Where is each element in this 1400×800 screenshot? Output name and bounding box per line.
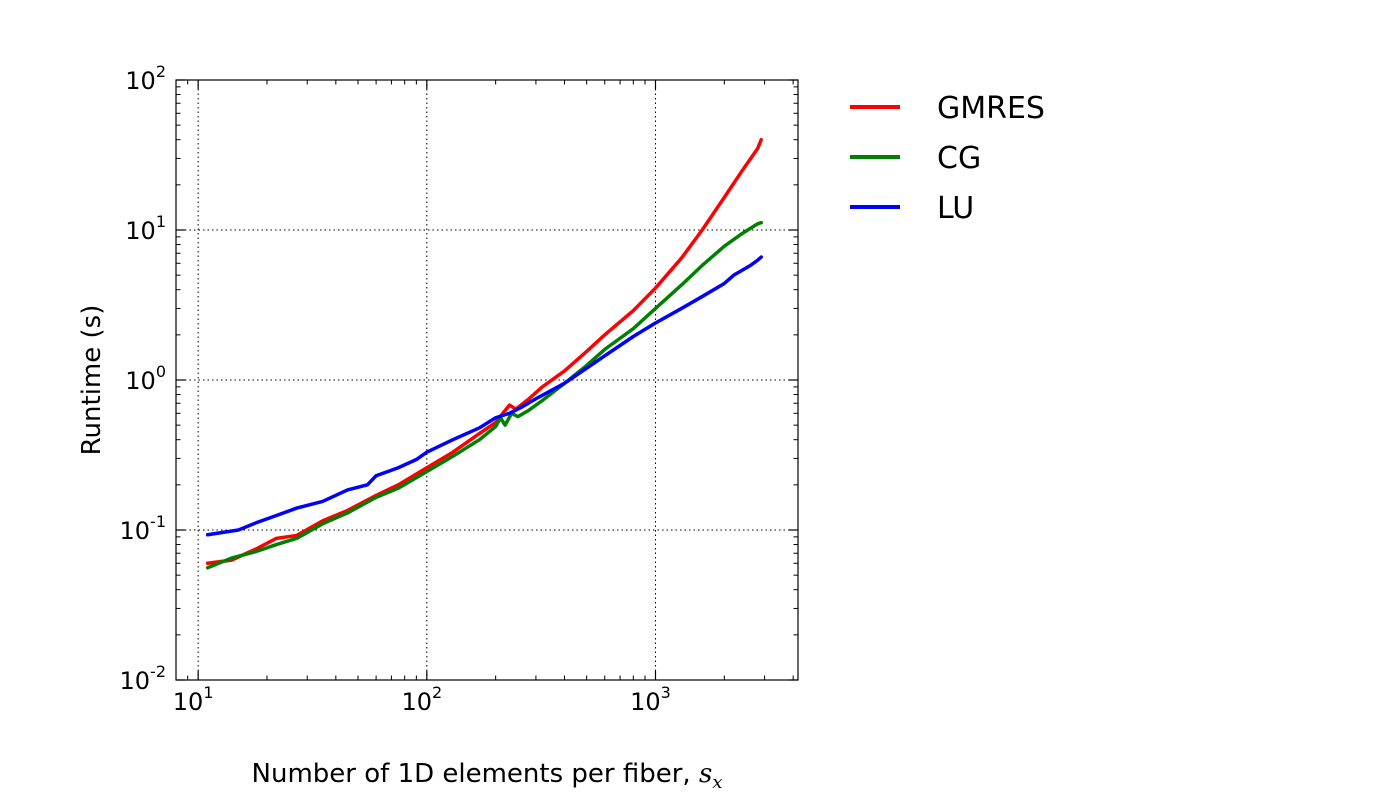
series-line-cg bbox=[205, 220, 763, 570]
grid-layer bbox=[176, 79, 798, 681]
x-tick-label-base: 10 bbox=[173, 688, 204, 716]
y-tick-label-exponent: -1 bbox=[150, 512, 166, 531]
legend: GMRES CG LU bbox=[850, 91, 1045, 226]
legend-label-lu: LU bbox=[937, 191, 974, 226]
series-layer bbox=[205, 137, 763, 570]
x-tick-label-exponent: 2 bbox=[432, 683, 442, 702]
minor-tick-layer bbox=[176, 80, 798, 680]
x-tick-label-base: 10 bbox=[401, 688, 432, 716]
series-line-gmres bbox=[205, 137, 763, 566]
y-tick-label: 10-1 bbox=[120, 512, 167, 545]
y-tick-label-base: 10 bbox=[125, 367, 156, 395]
series-line-lu bbox=[205, 255, 763, 537]
x-tick-label: 103 bbox=[630, 683, 671, 716]
y-tick-label-exponent: -2 bbox=[150, 662, 166, 681]
x-tick-label-exponent: 1 bbox=[203, 683, 213, 702]
y-axis-label: Runtime (s) bbox=[77, 305, 107, 456]
legend-label-gmres: GMRES bbox=[937, 91, 1045, 126]
x-tick-label: 101 bbox=[173, 683, 214, 716]
y-tick-label: 100 bbox=[125, 362, 166, 395]
y-tick-label-base: 10 bbox=[125, 217, 156, 245]
x-tick-label-exponent: 3 bbox=[661, 683, 671, 702]
major-tick-layer bbox=[176, 79, 798, 681]
y-tick-label: 101 bbox=[125, 212, 166, 245]
x-tick-label: 102 bbox=[401, 683, 442, 716]
y-tick-label-base: 10 bbox=[120, 517, 151, 545]
legend-label-cg: CG bbox=[937, 141, 981, 176]
x-tick-label-base: 10 bbox=[630, 688, 661, 716]
y-tick-label-exponent: 2 bbox=[156, 62, 166, 81]
y-tick-label: 10-2 bbox=[120, 662, 167, 695]
x-axis-label-math-sub: x bbox=[712, 772, 722, 793]
x-axis-label: Number of 1D elements per fiber, sx bbox=[252, 759, 723, 793]
y-tick-label-exponent: 1 bbox=[156, 212, 166, 231]
y-tick-label-exponent: 0 bbox=[156, 362, 166, 381]
x-axis-label-math: s bbox=[699, 759, 712, 789]
y-tick-label: 102 bbox=[125, 62, 166, 95]
y-tick-label-base: 10 bbox=[125, 67, 156, 95]
y-tick-label-base: 10 bbox=[120, 667, 151, 695]
x-axis-label-text: Number of 1D elements per fiber, bbox=[252, 759, 699, 789]
